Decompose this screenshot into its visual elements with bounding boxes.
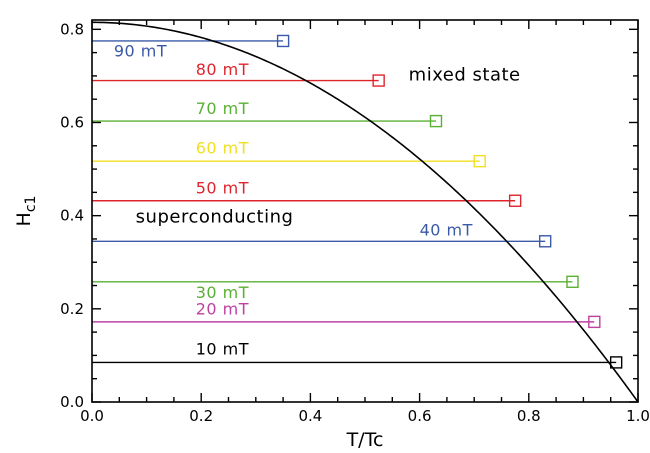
transition-marker-50-mt [508, 194, 522, 207]
transition-marker-60-mt [473, 154, 486, 168]
transition-marker-20-mt [588, 315, 601, 329]
x-tick-label: 0.4 [298, 407, 322, 425]
transition-marker-40-mt [538, 235, 552, 248]
series-label-10-mt: 10 mT [196, 339, 249, 358]
transition-marker-90-mt [276, 34, 290, 48]
annotation-superconducting: superconducting [136, 207, 294, 228]
x-tick-label: 0.0 [80, 407, 104, 425]
x-tick-label: 1.0 [626, 407, 650, 425]
series-label-50-mt: 50 mT [196, 178, 249, 197]
transition-marker-70-mt [429, 114, 443, 128]
x-axis-title: T/Tc [346, 429, 384, 451]
phase-boundary-curve [91, 21, 639, 403]
plot-layer [91, 21, 639, 403]
y-axis-title-subscript: c1 [23, 196, 39, 213]
axis-ticks [91, 20, 639, 403]
x-tick-label: 0.2 [189, 407, 213, 425]
series-label-60-mt: 60 mT [196, 139, 249, 158]
series-label-80-mt: 80 mT [196, 60, 249, 79]
y-tick-label: 0.6 [60, 113, 84, 131]
series-label-40-mt: 40 mT [420, 221, 473, 240]
y-tick-label: 0.2 [60, 300, 84, 318]
transition-marker-30-mt [566, 275, 579, 289]
y-tick-label: 0.8 [60, 20, 84, 38]
x-tick-label: 0.8 [517, 407, 541, 425]
y-tick-label: 0.0 [60, 393, 84, 411]
series-label-30-mt: 30 mT [196, 283, 249, 302]
series-label-70-mt: 70 mT [196, 99, 249, 118]
transition-marker-80-mt [372, 74, 385, 87]
series-label-90-mt: 90 mT [114, 41, 167, 60]
x-tick-label: 0.6 [408, 407, 432, 425]
series-label-20-mt: 20 mT [196, 299, 249, 318]
y-axis-title: Hc1 [13, 196, 39, 227]
transition-marker-10-mt [609, 356, 623, 369]
annotation-mixed-state: mixed state [409, 65, 521, 86]
y-tick-label: 0.4 [60, 207, 84, 225]
y-axis-title-main: H [13, 212, 35, 226]
